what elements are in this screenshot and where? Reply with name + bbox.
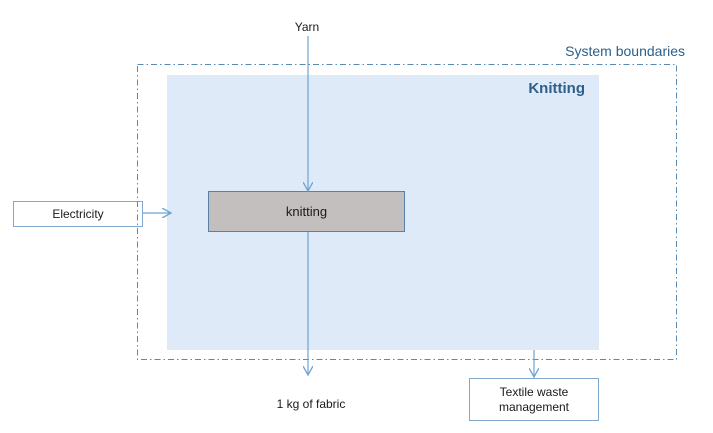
waste-label-line2: management bbox=[498, 399, 570, 414]
yarn-input-label: Yarn bbox=[294, 20, 320, 34]
electricity-input-box: Electricity bbox=[13, 201, 143, 227]
textile-waste-box: Textile waste management bbox=[469, 378, 599, 421]
stage-title: Knitting bbox=[528, 80, 585, 97]
electricity-label: Electricity bbox=[52, 207, 104, 221]
knitting-process-box: knitting bbox=[208, 191, 405, 232]
system-boundary-label: System boundaries bbox=[565, 43, 685, 59]
fabric-output-label: 1 kg of fabric bbox=[276, 397, 346, 411]
process-label: knitting bbox=[285, 204, 328, 219]
waste-label-line1: Textile waste bbox=[499, 384, 569, 399]
